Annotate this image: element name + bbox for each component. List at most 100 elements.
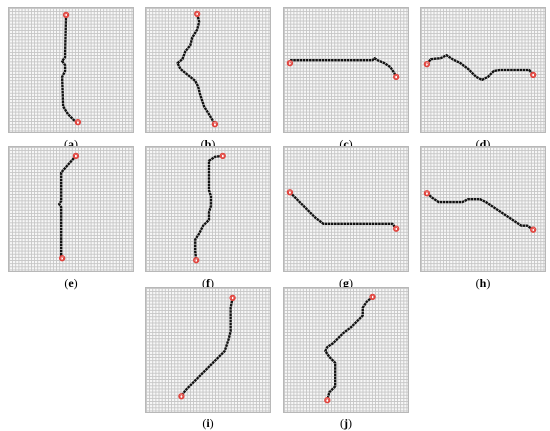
caption-close-paren: ) xyxy=(74,137,78,151)
caption-open-paren: ( xyxy=(475,137,480,151)
caption-close-paren: ) xyxy=(211,137,216,151)
route-svg-i: DO xyxy=(178,294,236,400)
start-marker-label-a: D xyxy=(64,13,69,19)
caption-open-paren: ( xyxy=(339,276,343,290)
caption-close-paren: ) xyxy=(486,276,491,290)
route-svg-c: DO xyxy=(286,57,400,81)
panel-caption-a: (a) xyxy=(8,137,134,152)
end-marker-label-c: O xyxy=(394,75,399,81)
route-svg-g: OD xyxy=(286,189,400,233)
caption-close-paren: ) xyxy=(486,137,491,151)
caption-letter: d xyxy=(479,137,487,151)
panel-caption-d: (d) xyxy=(420,137,546,152)
caption-close-paren: ) xyxy=(348,137,353,151)
caption-open-paren: ( xyxy=(339,137,344,151)
caption-letter: c xyxy=(343,137,349,151)
end-marker-label-g: D xyxy=(394,227,399,233)
route-svg-a: DO xyxy=(60,11,82,126)
start-marker-label-b: D xyxy=(195,12,200,18)
route-path-d xyxy=(425,54,535,82)
end-marker-label-d: O xyxy=(531,73,536,79)
route-svg-j: DO xyxy=(324,293,376,404)
route-path-c xyxy=(288,57,398,78)
route-svg-h: OD xyxy=(423,190,537,234)
end-marker-label-i: O xyxy=(179,394,184,400)
end-marker-label-j: O xyxy=(325,398,330,404)
panel-caption-f: (f) xyxy=(145,276,271,291)
route-path-b xyxy=(176,13,216,125)
caption-close-paren: ) xyxy=(349,276,353,290)
end-marker-f xyxy=(193,257,200,264)
route-svg-d: DO xyxy=(423,54,537,82)
start-marker-label-i: D xyxy=(230,296,235,302)
start-marker-d xyxy=(423,60,431,68)
route-path-g xyxy=(289,191,398,230)
route-svg-e: OD xyxy=(58,152,80,262)
end-marker-a xyxy=(74,119,82,126)
start-marker-e xyxy=(72,152,80,160)
route-svg-f: OD xyxy=(193,152,226,264)
caption-open-paren: ( xyxy=(202,276,206,290)
caption-letter: g xyxy=(343,276,349,290)
end-marker-i xyxy=(178,393,185,400)
route-path-j xyxy=(324,295,374,401)
start-marker-a xyxy=(62,11,70,19)
caption-letter: b xyxy=(204,137,212,151)
panel-caption-c: (c) xyxy=(283,137,409,152)
end-marker-label-a: O xyxy=(76,120,81,126)
end-marker-label-f: D xyxy=(194,258,199,264)
start-marker-c xyxy=(286,59,294,67)
start-marker-b xyxy=(194,10,201,18)
start-marker-label-j: D xyxy=(370,295,375,301)
start-marker-label-g: O xyxy=(288,190,293,196)
route-path-h xyxy=(426,192,534,231)
panel-caption-i: (i) xyxy=(145,416,271,431)
caption-letter: h xyxy=(479,276,487,290)
end-marker-label-h: D xyxy=(531,228,536,234)
caption-open-paren: ( xyxy=(64,137,68,151)
end-marker-label-e: D xyxy=(60,256,65,262)
end-marker-label-b: O xyxy=(213,122,218,128)
start-marker-h xyxy=(423,190,431,197)
route-path-i xyxy=(180,297,234,397)
end-marker-j xyxy=(324,397,331,404)
caption-open-paren: ( xyxy=(475,276,480,290)
caption-close-paren: ) xyxy=(209,416,214,430)
caption-open-paren: ( xyxy=(64,276,69,290)
caption-letter: a xyxy=(68,137,74,151)
caption-letter: i xyxy=(206,416,210,430)
panel-caption-j: (j) xyxy=(283,416,409,431)
end-marker-b xyxy=(211,120,219,128)
end-marker-d xyxy=(530,71,537,79)
end-marker-h xyxy=(530,226,537,233)
route-path-f xyxy=(194,154,223,261)
panel-caption-b: (b) xyxy=(145,137,271,152)
start-marker-label-d: D xyxy=(425,62,430,68)
route-path-a xyxy=(60,14,79,124)
start-marker-g xyxy=(286,189,294,196)
end-marker-e xyxy=(58,255,66,262)
end-marker-c xyxy=(393,73,400,81)
caption-letter: f xyxy=(206,276,210,290)
route-path-e xyxy=(58,155,77,259)
caption-close-paren: ) xyxy=(210,276,214,290)
route-svg-b: DO xyxy=(176,10,219,128)
caption-close-paren: ) xyxy=(348,416,352,430)
panel-caption-e: (e) xyxy=(8,276,134,291)
start-marker-i xyxy=(229,294,236,301)
caption-open-paren: ( xyxy=(200,137,205,151)
start-marker-f xyxy=(219,152,226,160)
caption-open-paren: ( xyxy=(202,416,207,430)
panel-caption-h: (h) xyxy=(420,276,546,291)
caption-letter: e xyxy=(68,276,74,290)
